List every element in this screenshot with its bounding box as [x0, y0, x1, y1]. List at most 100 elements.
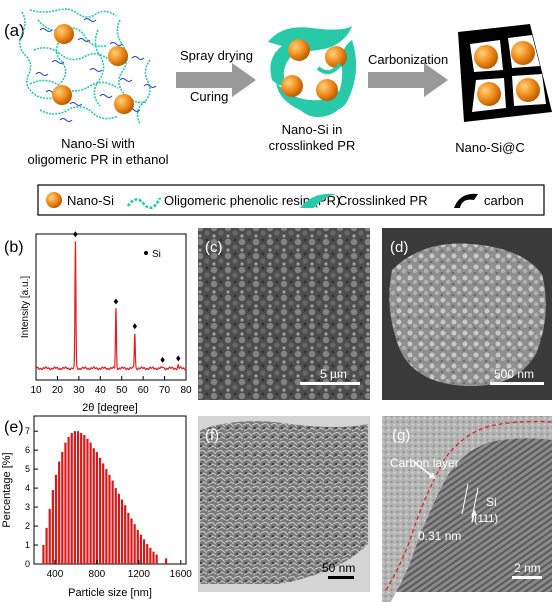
- crosslinked-pr-particle: [268, 26, 357, 118]
- xrd-legend-marker: [144, 251, 148, 255]
- hist-bar: [149, 547, 152, 564]
- hist-bar: [61, 452, 64, 564]
- xrd-peak-marker: [132, 323, 137, 330]
- hist-y-tick-label: 2: [25, 521, 30, 531]
- hist-bar: [54, 474, 58, 564]
- hist-bar: [86, 438, 89, 564]
- hist-bar: [102, 463, 105, 564]
- xrd-x-tick-label: 20: [52, 385, 64, 396]
- xrd-x-tick-label: 60: [138, 385, 150, 396]
- hist-bar: [92, 448, 95, 564]
- hist-bar: [133, 524, 136, 564]
- panel-c-label: (c): [205, 239, 223, 256]
- panel-a-label: (a): [4, 21, 25, 40]
- panel-d-label: (d): [390, 239, 408, 256]
- hist-y-tick-label: 6: [25, 445, 30, 455]
- sem-image-d: [382, 228, 552, 400]
- panel-e-label: (e): [4, 419, 24, 436]
- hist-y-tick-label: 5: [25, 464, 30, 474]
- hist-bar: [164, 558, 168, 564]
- xrd-peak-marker: [176, 355, 181, 362]
- nano-si-cluster: [18, 8, 157, 125]
- legend-nano-si: Nano-Si: [67, 193, 114, 208]
- hist-y-tick-label: 4: [25, 483, 30, 493]
- xrd-y-axis-label: Intensity [a.u.]: [20, 276, 31, 338]
- hist-x-tick-label: 400: [47, 569, 64, 580]
- hist-x-tick-label: 1600: [170, 569, 193, 580]
- xrd-pattern-line: [35, 241, 187, 371]
- hist-bar: [152, 551, 155, 564]
- xrd-x-tick-label: 50: [116, 385, 128, 396]
- xrd-peak-marker: [113, 298, 119, 305]
- tem-image-f: [198, 416, 370, 592]
- scale-bar-c: 5 µm: [320, 367, 347, 381]
- hist-x-tick-label: 1200: [128, 569, 151, 580]
- hist-bar: [139, 534, 143, 564]
- si-label: Si: [486, 495, 497, 509]
- panel-f-label: (f): [205, 427, 219, 444]
- hist-bar: [127, 512, 130, 564]
- scale-bar-d: 500 nm: [494, 367, 534, 381]
- xrd-x-ticks: 10 20 30 40 50 60 70 80: [30, 376, 192, 396]
- sem-image-c: [198, 228, 370, 400]
- hist-bar: [48, 508, 51, 564]
- hist-bar: [130, 518, 133, 564]
- hist-x-tick-label: 800: [89, 569, 106, 580]
- xrd-x-tick-label: 30: [73, 385, 85, 396]
- hrtem-image-g: [382, 416, 553, 602]
- nano-si-at-c-particle: [458, 24, 552, 122]
- si-plane-label: (111): [474, 513, 498, 525]
- xrd-x-tick-label: 80: [180, 385, 192, 396]
- hist-bar: [117, 493, 121, 564]
- scheme-legend: Nano-Si Oligomeric phenolic resin (PR) C…: [37, 184, 545, 216]
- legend-carbon: carbon: [484, 193, 524, 208]
- legend-oligomeric-pr-icon: [126, 197, 162, 210]
- xrd-legend-si: Si: [152, 249, 161, 260]
- caption-nano-si-line1: Nano-Si with: [61, 136, 135, 151]
- hist-y-tick-label: 7: [25, 426, 30, 436]
- caption-crosslinked-line2: crosslinked PR: [269, 138, 356, 153]
- panel-g-label: (g): [392, 427, 410, 444]
- xrd-peak-markers: [73, 231, 181, 363]
- hist-bar: [111, 480, 114, 564]
- hist-bar: [42, 545, 45, 564]
- hist-bar: [124, 505, 127, 564]
- arrow-spray-drying: [176, 63, 256, 97]
- hist-bar: [120, 499, 124, 564]
- hist-bar: [51, 490, 54, 564]
- hist-bar: [83, 434, 86, 564]
- caption-crosslinked-line1: Nano-Si in: [282, 122, 343, 137]
- legend-crosslinked-pr: Crosslinked PR: [338, 193, 428, 208]
- xrd-x-tick-label: 70: [159, 385, 171, 396]
- hist-bar: [73, 431, 76, 564]
- hist-bar: [76, 431, 80, 564]
- panel-b-label: (b): [4, 239, 24, 256]
- hist-bar: [114, 488, 117, 564]
- legend-oligomeric-pr: Oligomeric phenolic resin (PR): [164, 193, 340, 208]
- xrd-peak-marker: [73, 231, 78, 238]
- step-carbonization: Carbonization: [368, 52, 448, 67]
- carbon-si-interface-line: [385, 420, 553, 591]
- hist-bar: [70, 433, 73, 564]
- step-curing: Curing: [190, 89, 228, 104]
- step-spray-drying: Spray drying: [180, 48, 253, 63]
- hist-bar: [136, 529, 139, 564]
- hist-bar: [80, 433, 83, 564]
- legend-crosslinked-pr-icon: [300, 193, 336, 208]
- hist-bar: [64, 442, 67, 564]
- lattice-spacing-label: 0.31 nm: [418, 529, 461, 543]
- hist-bar: [67, 436, 70, 564]
- hist-bar: [95, 452, 98, 564]
- hist-y-ticks: 0 1 2 3 4 5 6 7: [25, 426, 38, 569]
- hist-bar: [108, 474, 111, 564]
- scale-bar-g: 2 nm: [514, 561, 541, 575]
- xrd-plot-frame: [35, 233, 187, 381]
- hist-bar: [155, 554, 158, 564]
- hist-y-axis-label: Percentage [%]: [1, 452, 13, 527]
- caption-nano-si-line2: oligomeric PR in ethanol: [28, 152, 169, 167]
- legend-carbon-icon: [454, 193, 478, 208]
- hist-bar: [89, 442, 92, 564]
- hist-y-tick-label: 1: [25, 540, 30, 550]
- xrd-x-tick-label: 40: [95, 385, 107, 396]
- xrd-x-axis-label: 2θ [degree]: [82, 402, 138, 414]
